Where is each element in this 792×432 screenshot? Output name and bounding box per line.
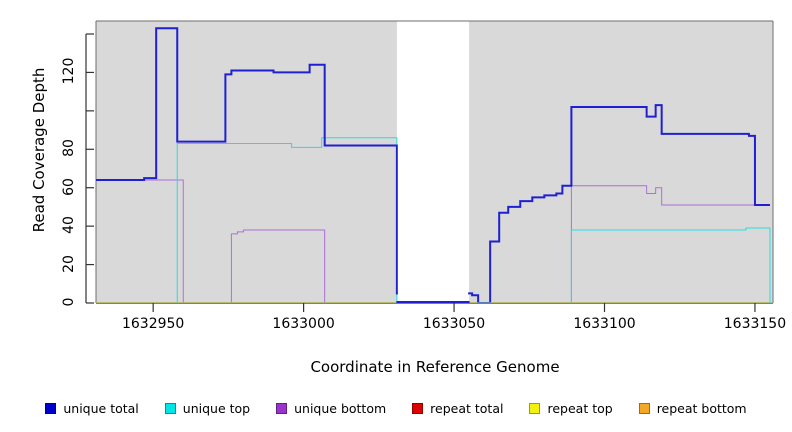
y-tick-label: 20 [61, 254, 77, 273]
y-tick-label: 60 [61, 177, 77, 196]
x-tick-label: 1633000 [272, 316, 335, 332]
legend-swatch-icon [638, 402, 650, 414]
x-axis-title: Coordinate in Reference Genome [310, 358, 560, 376]
legend-item-unique-bottom[interactable]: unique bottom [276, 401, 386, 416]
legend-swatch-icon [412, 402, 424, 414]
chart-legend: unique total unique top unique bottom repea… [0, 396, 792, 420]
legend-item-unique-total[interactable]: unique total [45, 400, 139, 416]
y-tick-label: 40 [61, 216, 77, 235]
y-tick-label: 80 [61, 139, 77, 158]
x-tick-label: 1632950 [121, 316, 185, 332]
legend-item-repeat-bottom[interactable]: repeat bottom [638, 400, 747, 416]
legend-item-repeat-top[interactable]: repeat top [529, 400, 613, 416]
legend-item-repeat-total[interactable]: repeat total [412, 401, 503, 416]
series-unique-total [96, 27, 770, 303]
legend-label: repeat total [430, 400, 504, 416]
legend-label: repeat top [547, 400, 613, 416]
masked-region-overlay [397, 22, 469, 301]
x-tick-label: 1633150 [723, 316, 787, 332]
legend-item-unique-top[interactable]: unique top [164, 400, 251, 416]
x-tick-label: 1633100 [573, 316, 636, 332]
legend-label: unique top [182, 400, 251, 416]
legend-label: unique total [63, 400, 139, 416]
legend-swatch-icon [45, 402, 57, 414]
legend-swatch-icon [164, 402, 176, 414]
series-unique-bottom [96, 179, 770, 303]
legend-swatch-icon [276, 402, 288, 414]
series-unique-top [96, 137, 771, 303]
legend-label: repeat bottom [656, 400, 747, 416]
legend-label: unique bottom [294, 400, 387, 416]
legend-swatch-icon [529, 402, 541, 414]
y-tick-label: 0 [61, 297, 77, 307]
y-tick-label: 120 [61, 58, 77, 85]
x-tick-label: 1633050 [422, 316, 486, 332]
